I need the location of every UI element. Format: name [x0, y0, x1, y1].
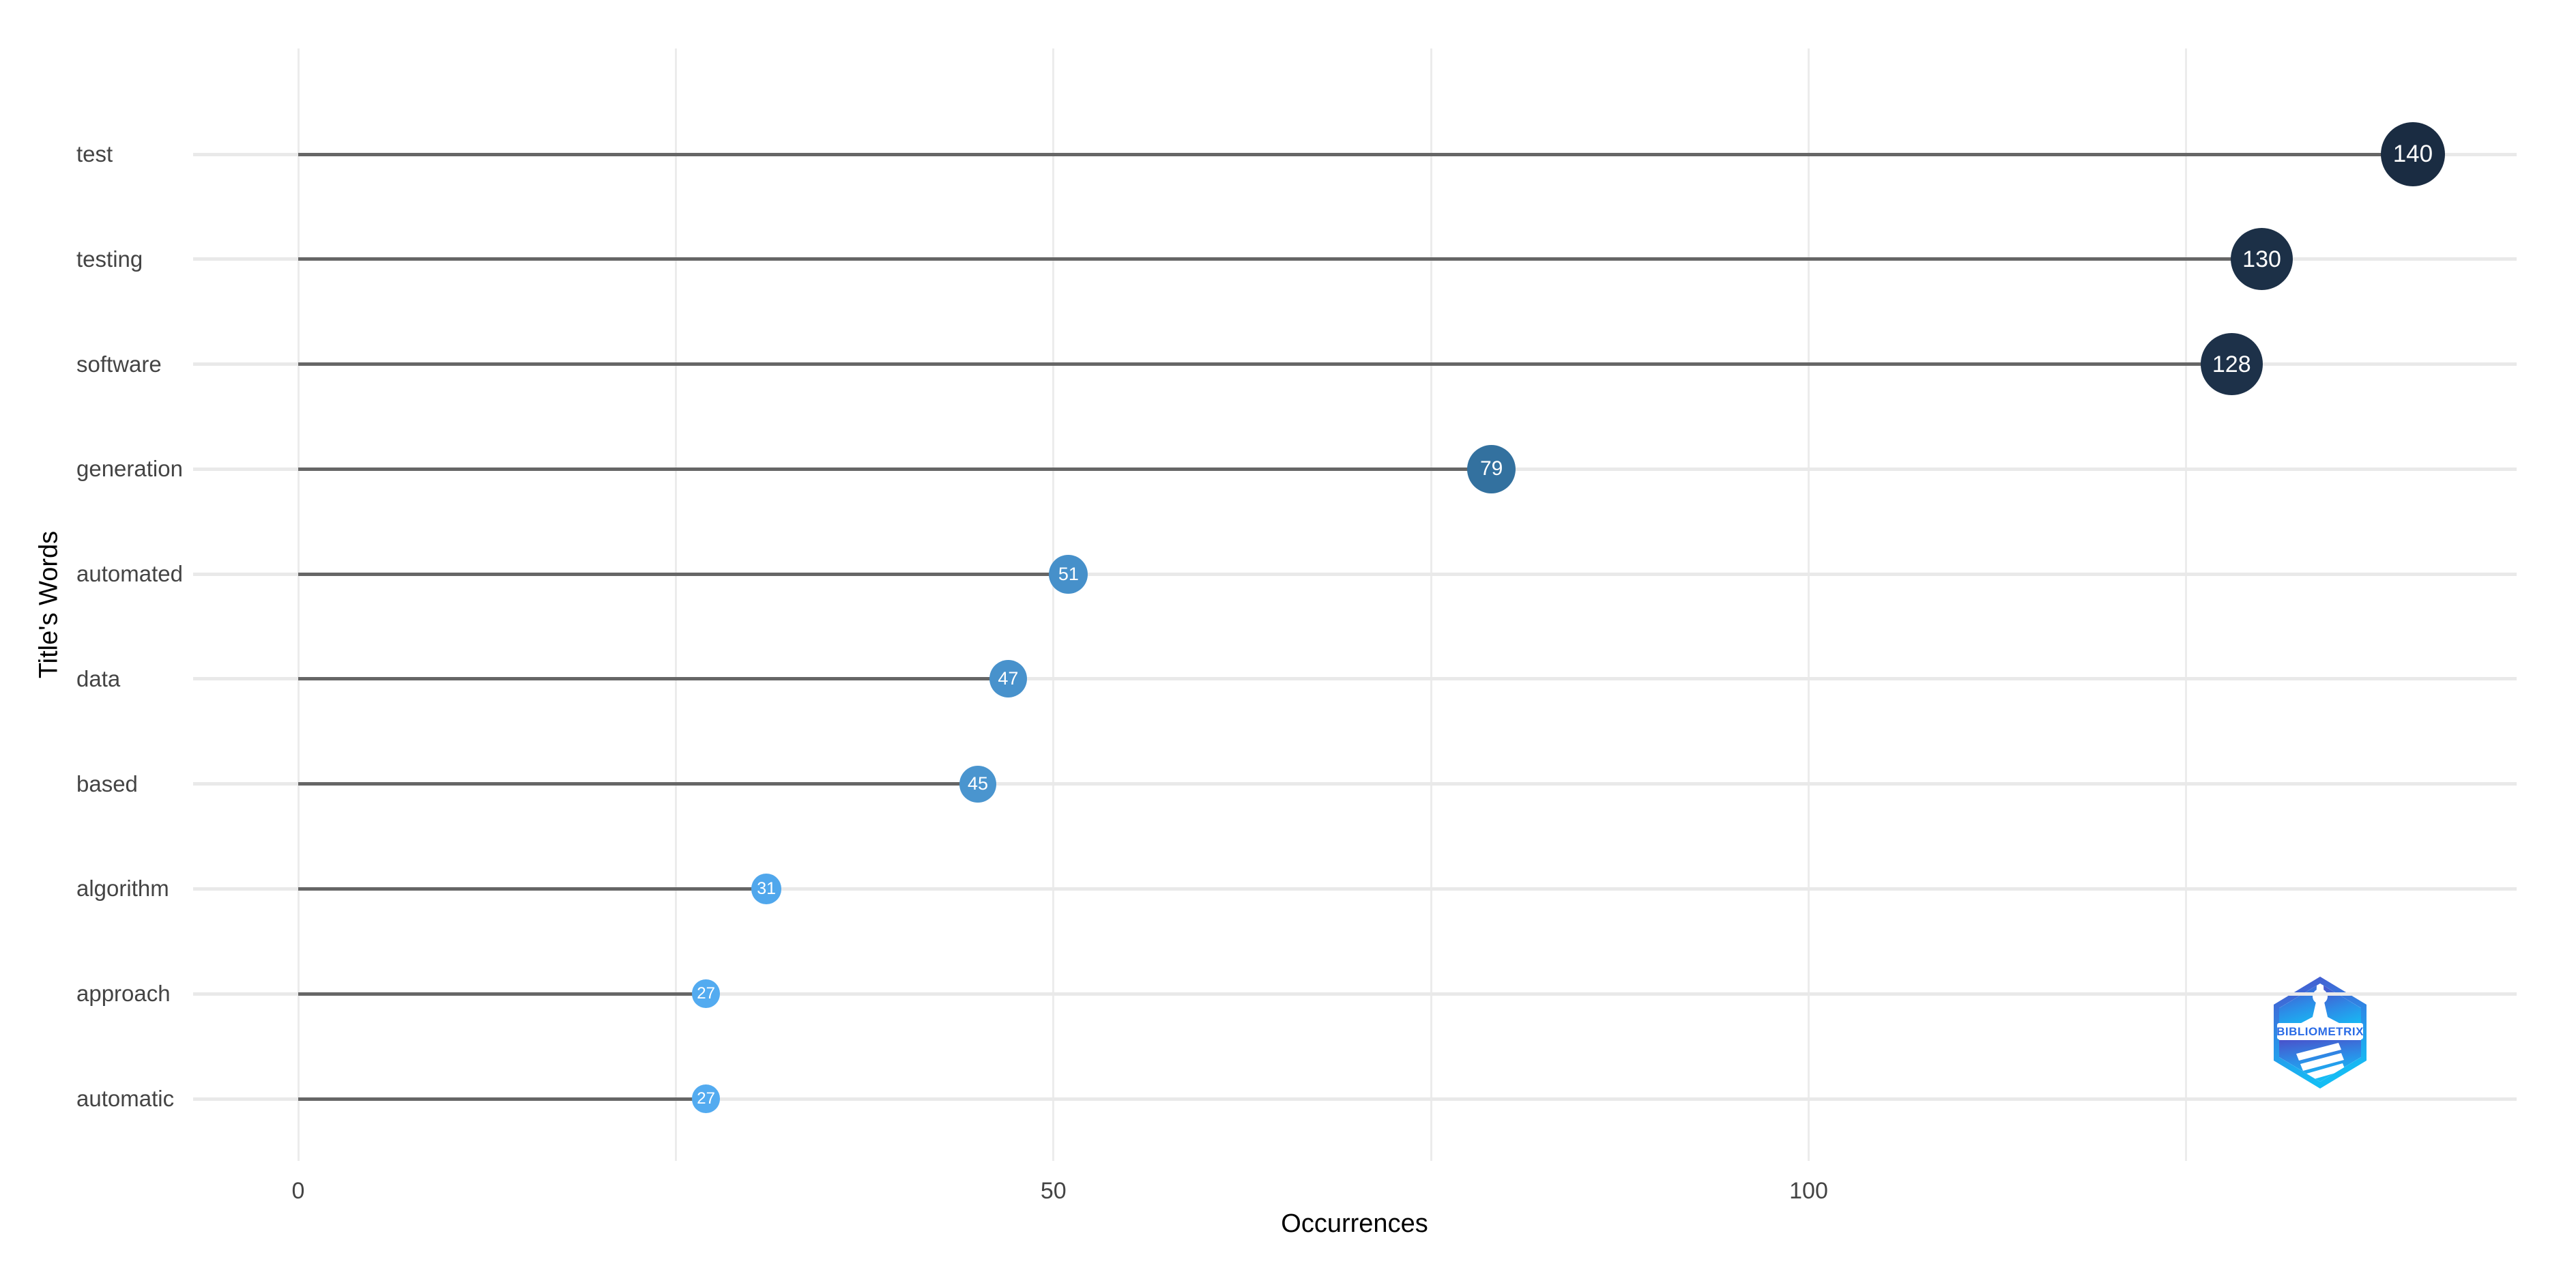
data-point[interactable]: 140 [2380, 121, 2446, 187]
logo-facet-left [2279, 986, 2317, 1035]
lollipop-stem [298, 257, 2262, 261]
lollipop-stem [298, 572, 1069, 576]
row-grid-line [193, 992, 2517, 996]
logo-lighthouse-cap [2317, 985, 2324, 992]
lollipop-stem [298, 362, 2232, 366]
x-tick-label: 0 [291, 1178, 305, 1204]
lollipop-stem [298, 1097, 706, 1101]
category-label: automated [76, 561, 183, 587]
category-label: software [76, 351, 162, 377]
data-point[interactable]: 27 [691, 1084, 721, 1113]
data-point[interactable]: 31 [751, 874, 782, 904]
row-grid-line [193, 782, 2517, 786]
logo-stripe-2 [2300, 1053, 2344, 1071]
category-label: approach [76, 981, 171, 1007]
lollipop-stem [298, 152, 2413, 156]
data-point[interactable]: 45 [959, 765, 996, 803]
lollipop-stem [298, 782, 979, 786]
logo-lighthouse-beam [2309, 984, 2332, 1035]
lollipop-stem [298, 677, 1009, 681]
data-point[interactable]: 51 [1049, 554, 1088, 594]
row-grid-line [193, 887, 2517, 891]
logo-text-band [2277, 1023, 2363, 1039]
x-gridline [1052, 48, 1055, 1161]
logo-stripe-1 [2296, 1043, 2341, 1061]
x-tick-label: 50 [1040, 1178, 1067, 1204]
bibliometrix-logo: BIBLIOMETRIX [2274, 977, 2367, 1089]
x-gridline [297, 48, 300, 1161]
logo-stripe-3 [2304, 1063, 2345, 1081]
logo-facet-right [2324, 986, 2361, 1035]
y-axis-title: Title's Words [34, 530, 63, 679]
lollipop-stem [298, 992, 706, 996]
data-point[interactable]: 130 [2230, 228, 2293, 291]
data-point[interactable]: 27 [691, 979, 721, 1009]
category-label: algorithm [76, 876, 169, 902]
row-grid-line [193, 1097, 2517, 1101]
x-gridline [1430, 48, 1432, 1161]
category-label: testing [76, 246, 143, 272]
x-gridline [1808, 48, 1810, 1161]
category-label: generation [76, 456, 183, 482]
category-label: based [76, 771, 138, 796]
data-point[interactable]: 47 [989, 660, 1027, 698]
row-grid-line [193, 677, 2517, 681]
x-gridline [674, 48, 677, 1161]
x-axis-title: Occurrences [1281, 1209, 1428, 1238]
lollipop-stem [298, 887, 767, 891]
data-point[interactable]: 128 [2201, 333, 2263, 395]
category-label: automatic [76, 1086, 175, 1112]
lollipop-stem [298, 467, 1492, 471]
x-tick-label: 100 [1789, 1178, 1828, 1204]
x-gridline [2185, 48, 2188, 1161]
category-label: test [76, 141, 113, 167]
logo-text: BIBLIOMETRIX [2276, 1025, 2364, 1038]
row-grid-line [193, 572, 2517, 576]
data-point[interactable]: 79 [1467, 444, 1516, 493]
category-label: data [76, 665, 121, 691]
